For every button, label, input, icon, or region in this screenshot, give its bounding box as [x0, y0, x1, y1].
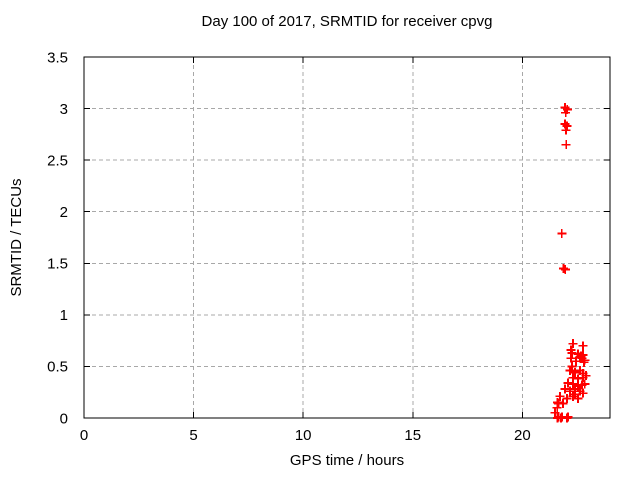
- gridlines: [85, 58, 609, 417]
- data-point-marker: [570, 368, 580, 378]
- data-point-marker: [563, 378, 573, 388]
- data-point-marker: [559, 263, 569, 273]
- data-point-marker: [561, 125, 571, 135]
- data-point-marker: [552, 403, 562, 413]
- data-point-marker: [563, 412, 573, 422]
- data-point-marker: [571, 356, 581, 366]
- data-point-marker: [560, 264, 570, 274]
- data-point-marker: [578, 373, 588, 383]
- chart-title: Day 100 of 2017, SRMTID for receiver cpv…: [201, 13, 493, 30]
- data-point-marker: [565, 386, 575, 396]
- data-point-marker: [566, 353, 576, 363]
- plot-border: [83, 56, 611, 419]
- data-point-marker: [562, 121, 572, 131]
- data-point-marker: [562, 393, 572, 403]
- data-point-marker: [578, 341, 588, 351]
- y-tick-label: 3.5: [47, 49, 68, 66]
- data-point-marker: [568, 379, 578, 389]
- y-tick-label: 1: [60, 307, 68, 324]
- data-point-marker: [560, 384, 570, 394]
- x-tick-label: 10: [295, 427, 312, 444]
- tick-labels: 0 5 10 15 20 0 0.5 1 1.5 2 2.5 3 3.5: [47, 49, 531, 444]
- data-point-marker: [565, 366, 575, 376]
- data-point-marker: [561, 140, 571, 150]
- data-points: [550, 103, 591, 423]
- x-tick-label: 20: [514, 427, 531, 444]
- data-point-marker: [568, 391, 578, 401]
- data-point-marker: [568, 339, 578, 349]
- y-tick-label: 1.5: [47, 256, 68, 273]
- data-point-marker: [558, 399, 568, 409]
- axes-frame: [83, 56, 611, 419]
- data-point-marker: [579, 357, 589, 367]
- y-tick-label: 2: [60, 204, 68, 221]
- y-tick-label: 0: [60, 410, 68, 427]
- x-axis-title: GPS time / hours: [289, 452, 405, 469]
- x-tick-label: 15: [404, 427, 421, 444]
- data-point-marker: [557, 228, 567, 238]
- y-tick-label: 0.5: [47, 359, 68, 376]
- data-point-marker: [575, 352, 585, 362]
- y-tick-label: 2.5: [47, 152, 68, 169]
- data-point-marker: [573, 393, 583, 403]
- x-tick-label: 0: [80, 427, 88, 444]
- x-tick-label: 5: [189, 427, 197, 444]
- data-point-marker: [567, 361, 577, 371]
- data-point-marker: [555, 391, 565, 401]
- y-tick-label: 3: [60, 101, 68, 118]
- data-point-marker: [561, 108, 571, 118]
- data-point-marker: [577, 380, 587, 390]
- data-point-marker: [578, 388, 588, 398]
